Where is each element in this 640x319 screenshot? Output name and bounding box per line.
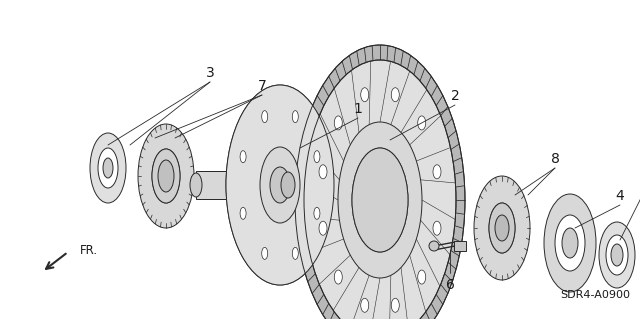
Text: 8: 8 [550,152,559,166]
Text: 6: 6 [445,278,454,292]
Ellipse shape [544,194,596,292]
Text: 4: 4 [616,189,625,203]
Text: 7: 7 [258,79,266,93]
Ellipse shape [429,241,439,251]
Ellipse shape [262,247,268,259]
Ellipse shape [292,247,298,259]
Ellipse shape [489,203,515,253]
Ellipse shape [361,298,369,312]
Ellipse shape [334,270,342,284]
Ellipse shape [190,173,202,197]
Text: SDR4-A0900: SDR4-A0900 [560,290,630,300]
FancyBboxPatch shape [196,171,228,199]
Ellipse shape [433,165,441,179]
Ellipse shape [226,85,334,285]
Text: 2: 2 [451,89,460,103]
Ellipse shape [292,111,298,122]
Ellipse shape [240,207,246,219]
Ellipse shape [611,244,623,266]
Text: 3: 3 [205,66,214,80]
Ellipse shape [334,116,342,130]
Ellipse shape [418,116,426,130]
Ellipse shape [260,147,300,223]
Ellipse shape [352,148,408,252]
Ellipse shape [152,149,180,203]
Ellipse shape [495,215,509,241]
Ellipse shape [391,88,399,102]
FancyBboxPatch shape [329,165,367,205]
Ellipse shape [319,221,327,235]
Ellipse shape [270,167,290,203]
Ellipse shape [152,149,180,203]
Ellipse shape [158,160,174,192]
Ellipse shape [599,222,635,288]
Ellipse shape [555,215,585,271]
Ellipse shape [474,176,530,280]
Ellipse shape [433,221,441,235]
Ellipse shape [489,203,515,253]
Ellipse shape [319,165,327,179]
Ellipse shape [103,158,113,178]
Ellipse shape [281,172,295,198]
Ellipse shape [90,133,126,203]
Ellipse shape [226,85,334,285]
Ellipse shape [240,151,246,163]
Ellipse shape [314,207,320,219]
Ellipse shape [418,270,426,284]
Ellipse shape [262,111,268,122]
Ellipse shape [391,298,399,312]
Ellipse shape [295,45,465,319]
Ellipse shape [304,60,456,319]
Ellipse shape [138,124,194,228]
Ellipse shape [562,228,578,258]
Text: 1: 1 [353,102,362,116]
Ellipse shape [314,151,320,163]
Ellipse shape [361,88,369,102]
Ellipse shape [338,122,422,278]
FancyBboxPatch shape [454,241,466,251]
Ellipse shape [606,235,628,275]
Ellipse shape [98,148,118,188]
Ellipse shape [352,148,408,252]
Ellipse shape [359,167,375,203]
Text: FR.: FR. [80,243,98,256]
